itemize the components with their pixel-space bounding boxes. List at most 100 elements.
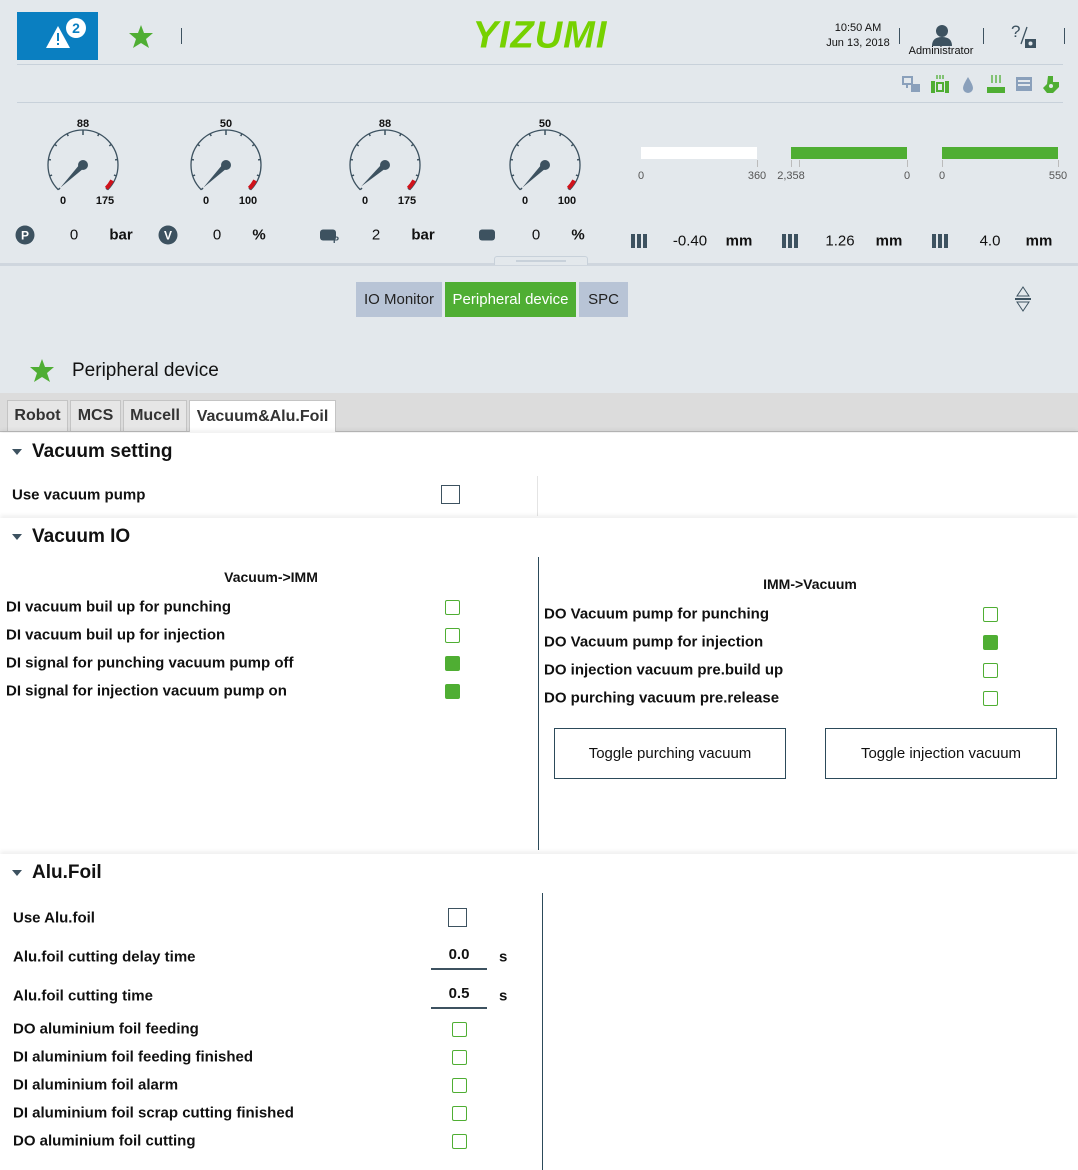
subtab-mcs[interactable]: MCS <box>70 400 121 431</box>
vacuum-input-signal-indicator <box>445 684 460 699</box>
favorite-star-icon[interactable] <box>128 24 154 49</box>
gauge-tick <box>575 174 579 177</box>
collapse-arrow-icon[interactable] <box>12 870 22 876</box>
imm-to-vacuum-header: IMM->Vacuum <box>763 576 857 592</box>
water-drop-icon[interactable] <box>958 74 978 94</box>
gauge-tick <box>200 187 204 191</box>
gauge-tick <box>368 133 371 137</box>
column-divider <box>537 476 538 516</box>
gauge-max-label: 100 <box>238 195 258 207</box>
vacuum-output-signal-label: DO purching vacuum pre.release <box>544 689 780 707</box>
subtab-robot[interactable]: Robot <box>7 400 68 431</box>
gauge-hub <box>221 160 231 170</box>
alu-foil-signal-label: DO aluminium foil feeding <box>13 1020 199 1038</box>
divider <box>899 28 900 44</box>
panel-collapse-handle[interactable] <box>494 256 588 265</box>
gauge-tick <box>410 143 414 147</box>
alarm-button[interactable]: 2 <box>17 12 98 60</box>
subtab-mucell[interactable]: Mucell <box>123 400 187 431</box>
position-bar <box>641 147 757 159</box>
vacuum-input-signal-label: DI vacuum buil up for punching <box>6 598 231 616</box>
gauge-tick <box>209 133 212 137</box>
robot-hand-icon[interactable] <box>1042 74 1062 94</box>
gauge-max-label: 175 <box>95 195 115 207</box>
unit-label: s <box>499 987 508 1005</box>
position-value: -0.40 <box>672 232 708 250</box>
favorite-star-icon[interactable] <box>29 358 55 383</box>
bar-tick <box>942 160 943 167</box>
gauge-tick <box>66 133 69 137</box>
user-icon[interactable] <box>931 24 953 46</box>
use-vacuum-pump-checkbox[interactable] <box>441 485 460 504</box>
gauge-arc <box>509 129 581 191</box>
gauge-min-label: 0 <box>361 195 369 207</box>
use-alu-foil-checkbox[interactable] <box>448 908 467 927</box>
heater-icon[interactable] <box>986 74 1006 94</box>
toggle-injection-vacuum-button[interactable]: Toggle injection vacuum <box>825 728 1057 779</box>
gauge-tick <box>49 174 53 177</box>
vacuum-output-signal-indicator <box>983 607 998 622</box>
section-alu-foil[interactable]: Alu.Foil <box>0 854 1078 892</box>
clock-date: Jun 13, 2018 <box>826 37 890 49</box>
gauge-value: 2 <box>371 226 381 244</box>
bar-tick <box>799 160 800 167</box>
header-separator <box>17 102 1063 103</box>
gauge-tick <box>251 143 255 147</box>
pressure-icon: P <box>15 225 35 245</box>
top-panel <box>0 0 1078 393</box>
bar-max-label: 360 <box>747 170 767 182</box>
section-vacuum-io[interactable]: Vacuum IO <box>0 518 1078 556</box>
section-vacuum-setting[interactable]: Vacuum setting <box>0 433 1078 471</box>
expand-collapse-icon[interactable] <box>1013 285 1033 313</box>
position-value: 4.0 <box>979 232 1001 250</box>
gauge-tick <box>256 174 260 177</box>
cutting-time-input[interactable]: 0.5 <box>431 981 487 1009</box>
bar-tick <box>791 160 792 167</box>
gauge-needle <box>522 162 548 188</box>
gauge-dial <box>190 129 262 191</box>
alu-foil-signal-label: DI aluminium foil feeding finished <box>13 1048 254 1066</box>
vacuum-output-signal-indicator <box>983 635 998 650</box>
bar-max-label: 550 <box>1048 170 1068 182</box>
tab-io-monitor[interactable]: IO Monitor <box>356 282 442 317</box>
collapse-arrow-icon[interactable] <box>12 449 22 455</box>
section-title: Alu.Foil <box>32 862 102 883</box>
tab-spc[interactable]: SPC <box>579 282 628 317</box>
toggle-purching-vacuum-button[interactable]: Toggle purching vacuum <box>554 728 786 779</box>
position-unit: mm <box>875 232 903 250</box>
position-unit: mm <box>725 232 753 250</box>
gauge-tick <box>192 174 196 177</box>
mold-open-icon <box>782 234 800 248</box>
position-bar <box>942 147 1058 159</box>
position-bar <box>791 147 907 159</box>
vacuum-input-signal-label: DI vacuum buil up for injection <box>6 626 226 644</box>
gauge-tick <box>351 174 355 177</box>
clock-time: 10:50 AM <box>834 22 882 34</box>
gauge-needle <box>60 162 86 188</box>
alu-foil-signal-indicator <box>452 1078 467 1093</box>
printer-icon[interactable] <box>1014 74 1034 94</box>
help-screenshot-icon[interactable]: ? <box>1010 22 1038 50</box>
alu-foil-signal-label: DI aluminium foil alarm <box>13 1076 179 1094</box>
gauge-min-label: 0 <box>521 195 529 207</box>
network-icon[interactable] <box>902 74 922 94</box>
cutting-delay-time-input[interactable]: 0.0 <box>431 942 487 970</box>
tab-peripheral-device[interactable]: Peripheral device <box>445 282 576 317</box>
user-name[interactable]: Administrator <box>908 45 974 57</box>
gauge-needle <box>203 162 229 188</box>
subtab-vacuum-alu-foil[interactable]: Vacuum&Alu.Foil <box>189 400 336 432</box>
collapse-arrow-icon[interactable] <box>12 534 22 540</box>
gauge-arc <box>349 129 421 191</box>
heating-mold-icon[interactable] <box>930 74 950 94</box>
alu-foil-signal-label: DI aluminium foil scrap cutting finished <box>13 1104 294 1122</box>
gauge-unit: % <box>252 226 266 244</box>
position-bar-fill <box>791 147 907 159</box>
gauge-tick <box>559 133 562 137</box>
gauge-tick <box>113 174 117 177</box>
vacuum-input-signal-indicator <box>445 628 460 643</box>
screw-position-icon <box>932 234 950 248</box>
gauge-min-label: 0 <box>202 195 210 207</box>
gauge-tick <box>415 174 419 177</box>
gauge-value: 0 <box>69 226 79 244</box>
header-separator <box>17 64 1063 65</box>
